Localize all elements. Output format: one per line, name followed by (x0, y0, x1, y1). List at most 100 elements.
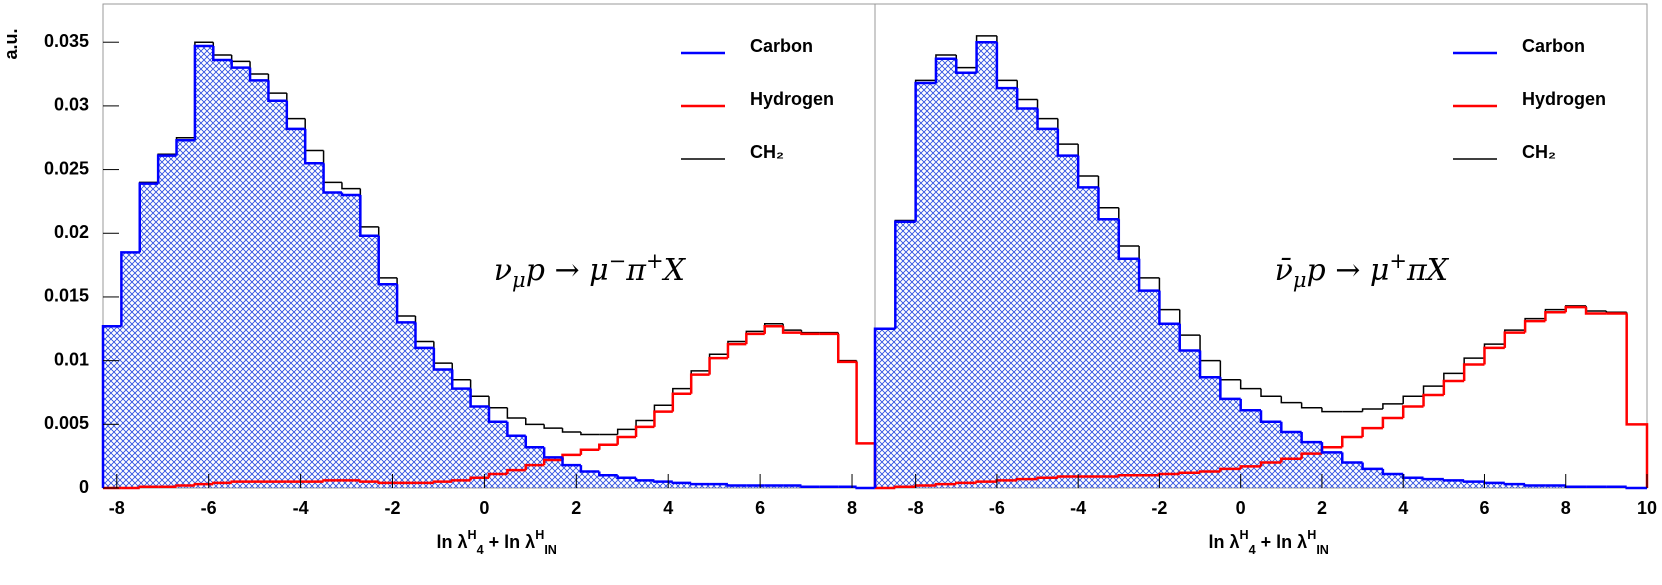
annotation-part: p → μ (1307, 253, 1390, 288)
annotation: ν̄μp → μ+πX (1275, 249, 1450, 292)
histogram-step (1219, 360, 1241, 381)
histogram-step (120, 251, 140, 327)
histogram-step (975, 480, 997, 483)
histogram-step (1503, 331, 1526, 348)
histogram-fill (231, 67, 251, 489)
histogram-step (763, 322, 784, 332)
annotation-part: π (625, 253, 647, 288)
histogram-step (1300, 431, 1322, 444)
histogram-step (212, 46, 232, 62)
histogram-fill (1301, 442, 1322, 488)
y-tick-label: 0.025 (44, 158, 89, 178)
histogram-step (1158, 277, 1180, 311)
histogram-fill (1118, 258, 1140, 488)
histogram-step (1361, 426, 1383, 438)
histogram-fill (1342, 462, 1363, 488)
x-tick-label: 4 (1398, 498, 1408, 518)
x-axis-label-part: H (535, 528, 544, 542)
histogram-step (359, 188, 379, 228)
histogram-step (543, 424, 563, 429)
histogram-step (800, 332, 820, 336)
histogram-step (212, 42, 232, 56)
histogram-step (1280, 457, 1302, 463)
histogram-step (340, 192, 361, 197)
histogram-step (432, 480, 453, 483)
histogram-step (634, 425, 655, 438)
histogram-fill (305, 163, 324, 489)
histogram-step (433, 341, 453, 364)
x-tick-label: 0 (1236, 498, 1246, 518)
histogram-step (598, 443, 618, 450)
histogram-step (1401, 473, 1424, 480)
histogram-step (616, 435, 637, 445)
histogram-step (138, 182, 159, 253)
histogram-fill (1017, 108, 1038, 488)
histogram-step (1036, 108, 1058, 131)
histogram-fill (194, 46, 214, 488)
histogram-step (469, 476, 489, 481)
histogram-step (1300, 452, 1322, 459)
histogram-step (689, 373, 710, 394)
histogram-step (1199, 335, 1221, 362)
histogram-step (1544, 310, 1566, 322)
legend-label: Carbon (750, 36, 813, 56)
histogram-step (1015, 477, 1038, 481)
histogram-fill (433, 369, 453, 488)
histogram-step (616, 428, 637, 435)
histogram-fill (1078, 187, 1099, 488)
histogram-step (1015, 88, 1038, 110)
histogram-step (580, 431, 600, 436)
histogram-step (1361, 462, 1383, 471)
histogram-step (1117, 219, 1140, 260)
histogram-step (561, 457, 581, 467)
histogram-step (138, 485, 159, 488)
annotation-part: X (662, 253, 687, 288)
histogram-step (836, 333, 857, 364)
histogram-step (1382, 403, 1404, 410)
histogram-step (267, 74, 287, 94)
histogram-step (975, 40, 997, 73)
histogram-fill (360, 235, 379, 488)
x-tick-label: 0 (479, 498, 489, 518)
x-tick-label: 6 (755, 498, 765, 518)
histogram-step (267, 80, 287, 103)
histogram-step (230, 480, 251, 483)
annotation-part: ν̄ (1275, 253, 1293, 288)
histogram-step (1625, 312, 1648, 488)
histogram-fill (1464, 481, 1485, 488)
x-tick-label: -4 (293, 498, 309, 518)
histogram-step (1158, 290, 1180, 325)
histogram-step (934, 57, 957, 83)
histogram-fill (1240, 410, 1261, 488)
histogram-step (894, 485, 916, 488)
histogram-step (285, 100, 306, 131)
histogram-step (1158, 472, 1180, 476)
histogram-step (1483, 343, 1505, 359)
histogram-step (286, 93, 306, 120)
histogram-fill (976, 42, 997, 489)
histogram-step (894, 220, 916, 329)
x-tick-label: 8 (1561, 498, 1571, 518)
histogram-step (524, 435, 545, 449)
histogram-fill (1423, 479, 1444, 488)
histogram-step (1280, 396, 1302, 404)
histogram-fill (158, 155, 177, 488)
histogram-step (1564, 305, 1587, 313)
histogram-fill (452, 388, 471, 488)
histogram-step (450, 369, 471, 390)
histogram-fill (544, 457, 563, 488)
x-axis-label: ln λH4 + ln λHIN (437, 528, 557, 557)
histogram-fill (599, 475, 618, 488)
histogram-fill (525, 447, 545, 488)
histogram-fill (935, 58, 957, 488)
histogram-step (995, 479, 1018, 482)
histogram-step (193, 482, 214, 486)
histogram-step (175, 484, 195, 487)
histogram-fill (1139, 290, 1160, 488)
histogram-step (1401, 405, 1424, 418)
x-tick-label: -4 (1070, 498, 1086, 518)
x-axis-label-part: H (468, 528, 477, 542)
histogram-fill (1261, 421, 1282, 488)
histogram-step (212, 481, 232, 485)
histogram-step (175, 139, 195, 156)
